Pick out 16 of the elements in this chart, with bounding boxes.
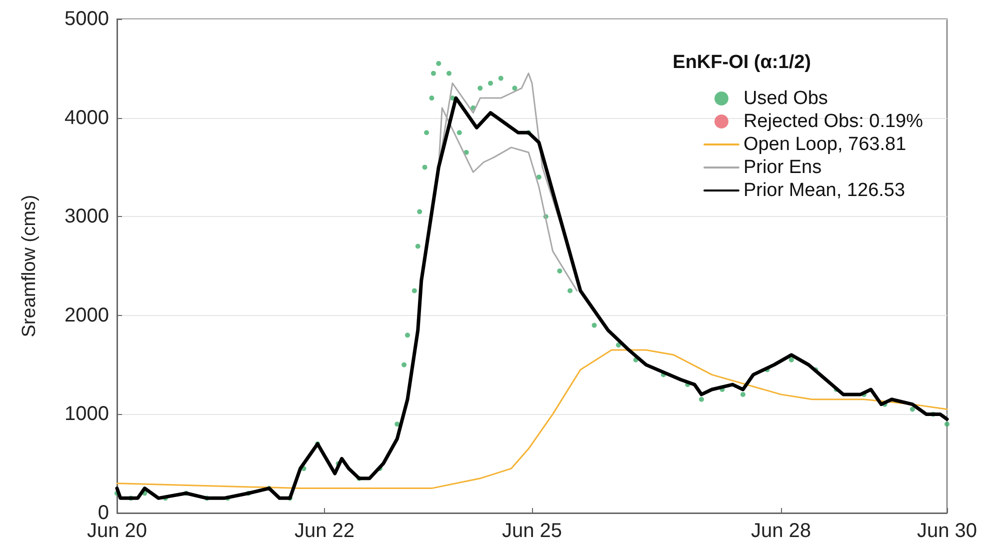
- y-tick-label: 4000: [64, 106, 109, 129]
- x-tick-label: Jun 25: [502, 520, 562, 542]
- x-tick-label: Jun 28: [750, 520, 812, 542]
- y-tick-label: 1000: [64, 403, 109, 426]
- x-tick-label: Jun 30: [916, 520, 978, 542]
- legend-label: Rejected Obs: 0.19%: [743, 111, 924, 132]
- legend-label: Open Loop, 763.81: [743, 134, 906, 155]
- y-tick-label: 3000: [64, 206, 109, 228]
- legend-label: Prior Mean, 126.53: [743, 180, 906, 201]
- legend-label: Used Obs: [743, 88, 828, 109]
- x-tick-label: Jun 22: [294, 520, 355, 542]
- legend-label: Prior Ens: [743, 157, 822, 178]
- y-tick-label: 2000: [64, 304, 109, 326]
- y-axis-title: Sreamflow (cms): [19, 194, 40, 338]
- y-tick-label: 5000: [64, 8, 109, 30]
- legend-title: EnKF-OI (α:1/2): [672, 52, 811, 73]
